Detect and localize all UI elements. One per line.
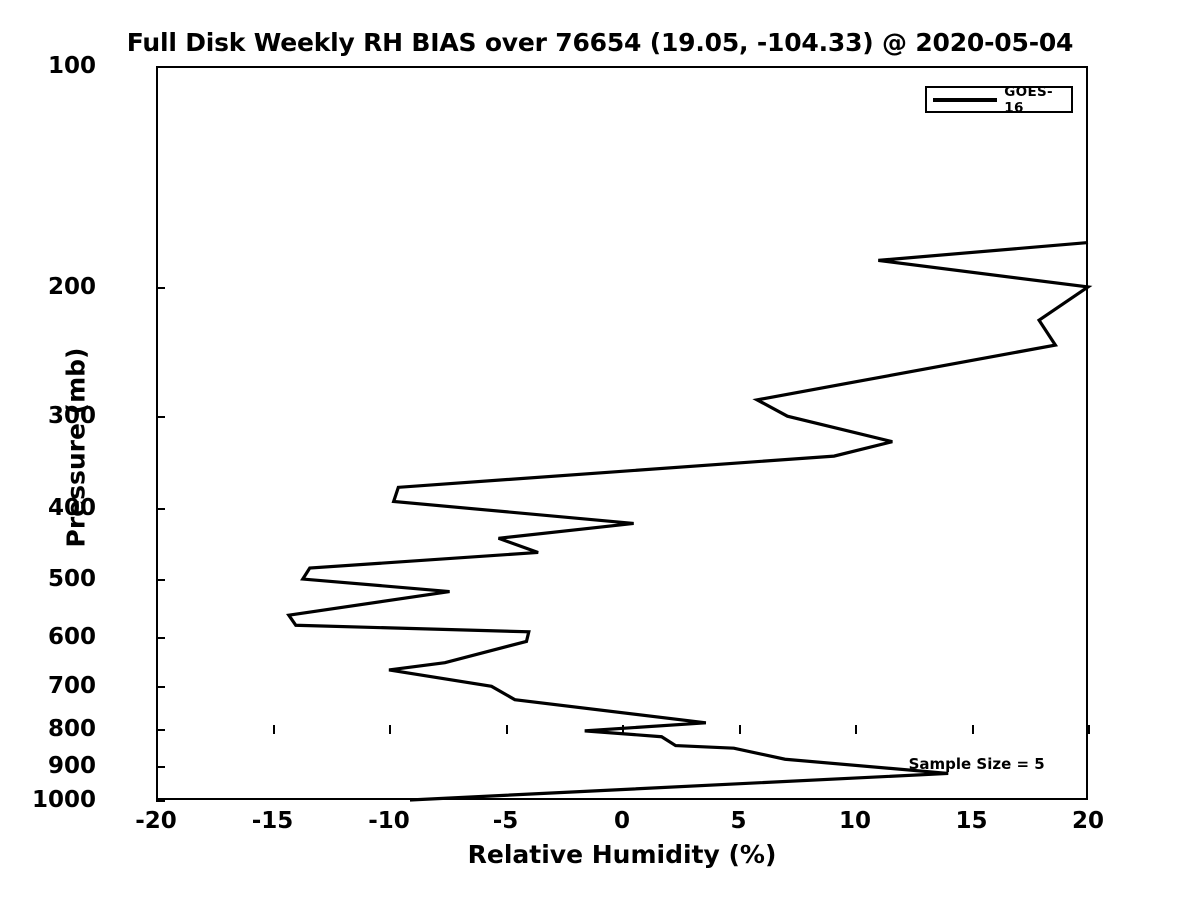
legend-line-swatch bbox=[933, 97, 998, 102]
x-tick-20 bbox=[1088, 725, 1090, 734]
x-tick-label--10: -10 bbox=[368, 808, 410, 834]
y-tick-400 bbox=[156, 507, 165, 510]
y-tick-label-400: 400 bbox=[47, 494, 96, 521]
x-tick-label--15: -15 bbox=[251, 808, 294, 834]
x-tick-label--20: -20 bbox=[135, 808, 177, 834]
data-series-canvas bbox=[286, 240, 1093, 802]
y-tick-700 bbox=[156, 686, 165, 689]
y-tick-label-700: 700 bbox=[47, 673, 96, 700]
y-tick-label-1000: 1000 bbox=[31, 787, 96, 813]
axes-frame bbox=[156, 66, 1088, 800]
y-axis-label: Pressure (mb) bbox=[61, 347, 91, 548]
plot-area bbox=[156, 66, 1093, 802]
x-tick--10 bbox=[389, 725, 391, 734]
x-tick-label--5: -5 bbox=[492, 808, 519, 834]
x-tick-10 bbox=[855, 725, 857, 734]
x-tick-15 bbox=[971, 725, 974, 734]
sample-size-annotation: Sample Size = 5 bbox=[908, 755, 1045, 774]
y-tick-300 bbox=[156, 416, 165, 419]
x-tick-label-10: 10 bbox=[838, 808, 872, 834]
y-tick-600 bbox=[156, 637, 165, 640]
y-tick-label-100: 100 bbox=[47, 53, 96, 79]
x-tick--15 bbox=[272, 725, 275, 734]
x-tick--5 bbox=[505, 725, 508, 734]
x-tick-0 bbox=[622, 725, 624, 734]
x-tick-5 bbox=[738, 725, 741, 734]
y-tick-900 bbox=[156, 766, 165, 769]
y-tick-500 bbox=[156, 579, 165, 582]
y-tick-200 bbox=[156, 286, 165, 289]
y-tick-label-900: 900 bbox=[47, 753, 96, 780]
y-tick-800 bbox=[156, 728, 165, 731]
y-tick-label-600: 600 bbox=[47, 624, 96, 651]
y-tick-100 bbox=[156, 66, 165, 68]
legend-label-goes-16: GOES-16 bbox=[1004, 83, 1053, 116]
x-tick-label-15: 15 bbox=[955, 808, 988, 834]
x-axis-label: Relative Humidity (%) bbox=[467, 840, 777, 869]
x-tick-label-20: 20 bbox=[1071, 808, 1105, 834]
y-tick-label-300: 300 bbox=[47, 403, 96, 430]
y-tick-label-200: 200 bbox=[47, 273, 96, 300]
x-tick-label-5: 5 bbox=[730, 808, 747, 834]
legend: GOES-16 bbox=[925, 83, 1073, 116]
y-tick-1000 bbox=[156, 800, 165, 802]
page-title: Full Disk Weekly RH BIAS over 76654 (19.… bbox=[126, 28, 1074, 57]
y-tick-label-800: 800 bbox=[47, 715, 96, 742]
series-line-goes-16 bbox=[286, 240, 1093, 802]
x-tick-label-0: 0 bbox=[613, 808, 631, 834]
y-tick-label-500: 500 bbox=[47, 566, 96, 593]
